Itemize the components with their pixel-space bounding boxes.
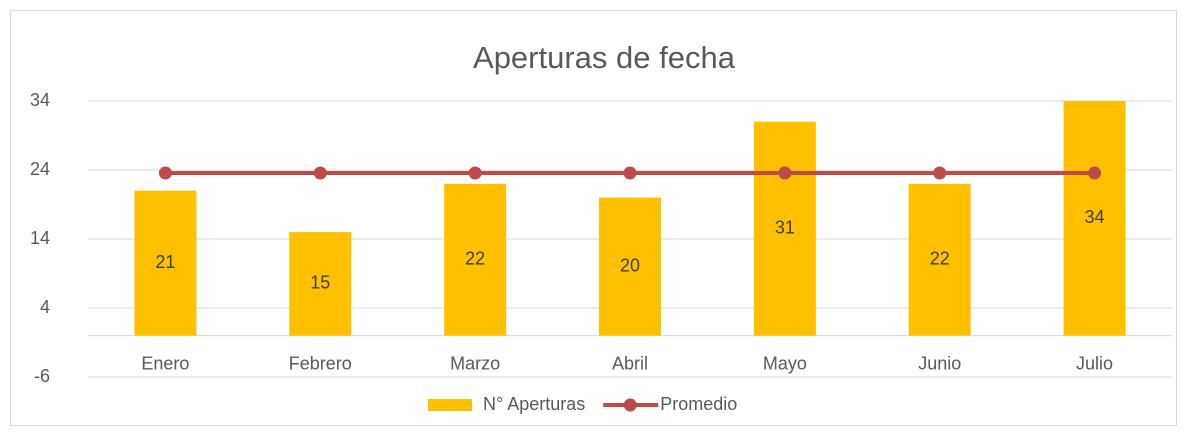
x-tick-label: Febrero [289, 353, 352, 373]
data-label: 34 [1085, 207, 1105, 227]
data-label: 20 [620, 255, 640, 275]
bar [908, 183, 971, 336]
line-marker [313, 166, 327, 180]
legend-label: N° Aperturas [483, 394, 585, 414]
chart-title: Aperturas de fecha [473, 40, 736, 75]
y-tick-label: 34 [30, 90, 50, 110]
x-tick-label: Abril [612, 353, 648, 373]
legend-label: Promedio [660, 394, 737, 414]
bar [134, 190, 197, 336]
line-marker [778, 166, 792, 180]
x-tick-label: Mayo [763, 353, 807, 373]
data-label: 21 [155, 252, 175, 272]
line-marker [468, 166, 482, 180]
data-label: 22 [930, 248, 950, 268]
bar [444, 183, 507, 336]
y-tick-label: 14 [30, 228, 50, 248]
x-tick-label: Enero [141, 353, 189, 373]
x-tick-label: Marzo [450, 353, 500, 373]
bar [599, 197, 661, 336]
legend-marker [623, 398, 637, 412]
x-tick-label: Julio [1076, 353, 1113, 373]
y-tick-label: -6 [34, 366, 50, 386]
data-label: 22 [465, 248, 485, 268]
data-label: 31 [775, 217, 795, 237]
x-tick-label: Junio [918, 353, 961, 373]
legend-swatch [428, 399, 472, 411]
bar [289, 232, 352, 336]
bar [753, 121, 816, 336]
line-marker [158, 166, 172, 180]
y-tick-label: 4 [40, 297, 50, 317]
line-marker [933, 166, 947, 180]
line-marker [623, 166, 637, 180]
data-label: 15 [310, 273, 330, 293]
bar [1063, 101, 1126, 336]
line-marker [1088, 166, 1102, 180]
chart-border [10, 10, 1177, 426]
y-tick-label: 24 [30, 159, 50, 179]
